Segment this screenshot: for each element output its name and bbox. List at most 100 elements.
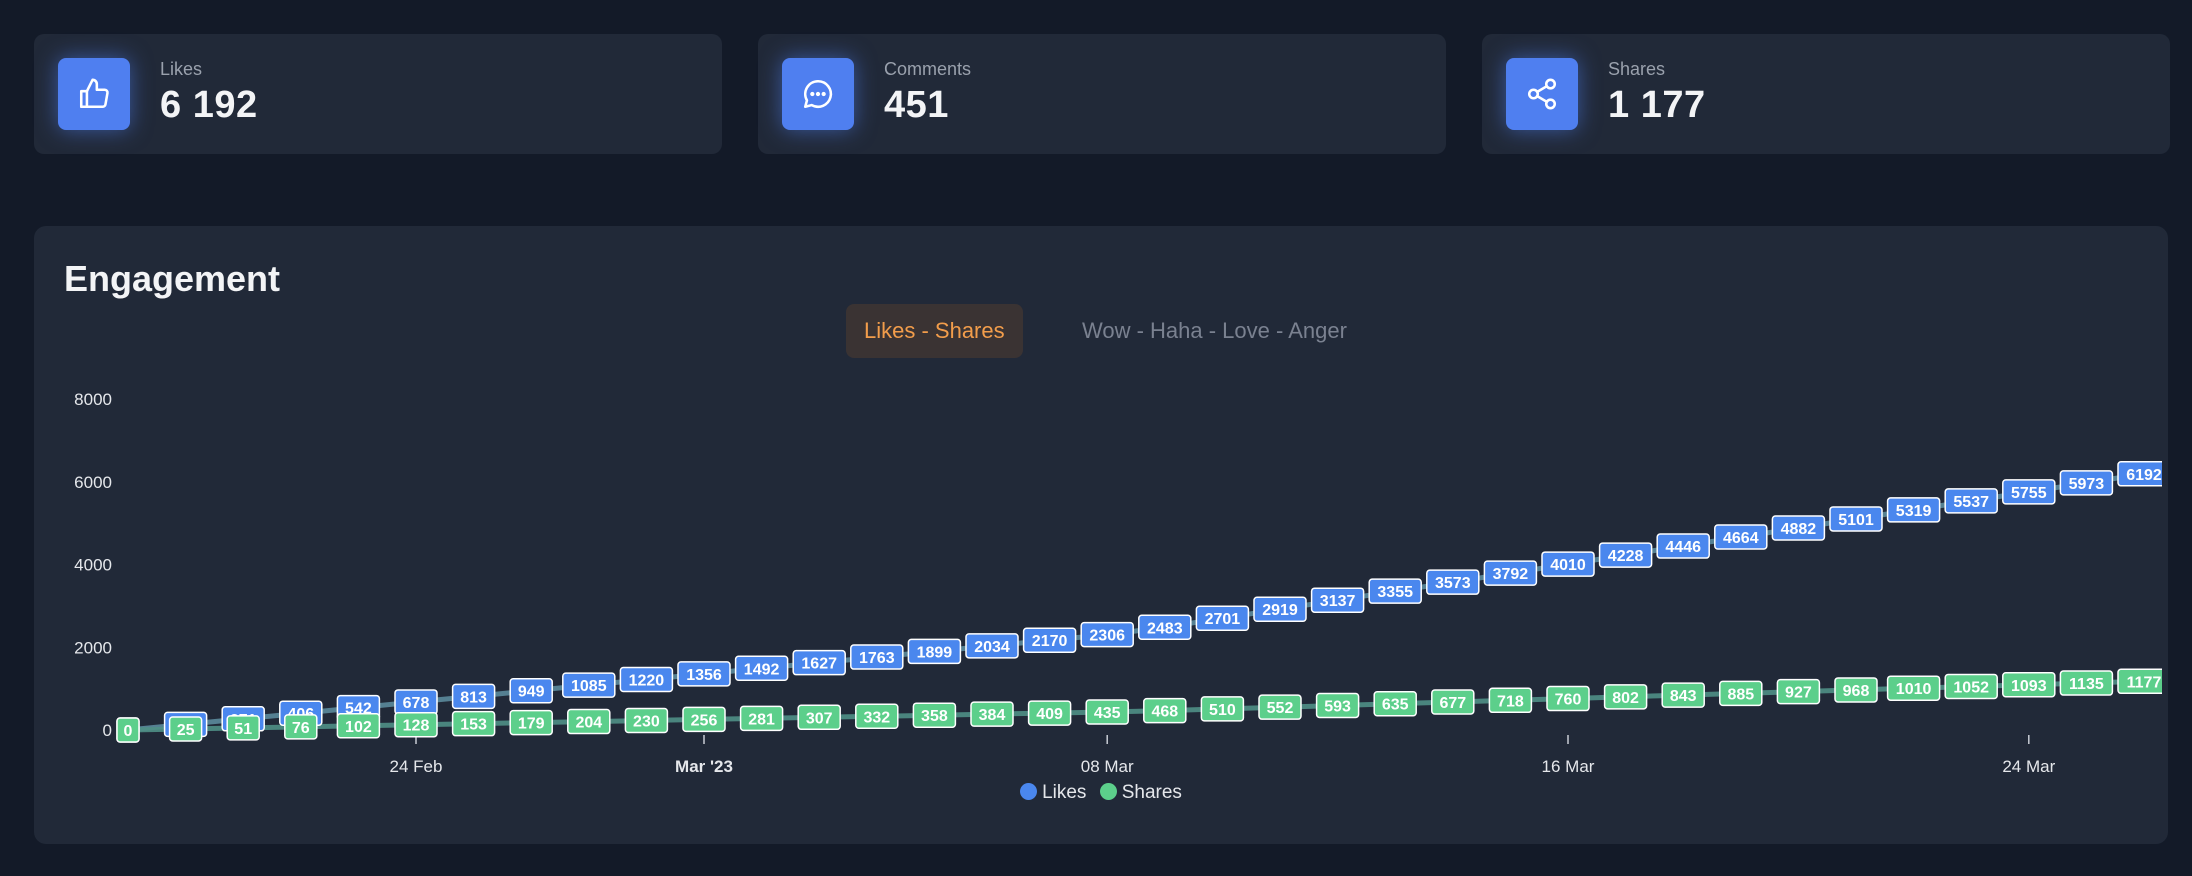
legend-item-likes[interactable]: Likes xyxy=(1020,782,1086,804)
data-label-shares: 1052 xyxy=(1944,673,1998,700)
data-label-likes: 5537 xyxy=(1944,488,1998,514)
data-label-likes: 4228 xyxy=(1598,542,1653,568)
data-label-text: 76 xyxy=(292,720,310,737)
x-tick-label: 24 Mar xyxy=(2002,757,2055,776)
data-label-box xyxy=(1483,560,1538,586)
stat-value: 451 xyxy=(884,84,949,126)
data-label-likes: 2701 xyxy=(1195,605,1250,631)
data-label-text: 153 xyxy=(460,717,487,734)
data-label-box xyxy=(509,709,553,736)
data-label-box xyxy=(1488,687,1533,714)
data-label-text: 4664 xyxy=(1723,530,1759,547)
data-label-shares: 718 xyxy=(1488,687,1533,714)
data-label-likes: 1763 xyxy=(850,644,904,670)
data-label-box xyxy=(1546,685,1590,712)
engagement-chart: 0 2000 4000 6000 8000 24 Feb Mar '23 08 Mar 16 M… xyxy=(74,390,2162,776)
data-label-text: 593 xyxy=(1324,698,1351,715)
data-label-text: 179 xyxy=(518,716,545,733)
data-label-likes: 3573 xyxy=(1426,569,1480,595)
data-label-box xyxy=(2117,668,2162,695)
data-label-text: 760 xyxy=(1555,692,1582,709)
data-label-text: 102 xyxy=(345,719,372,736)
data-label-likes: 4882 xyxy=(1771,515,1826,541)
tab-reactions[interactable]: Wow - Haha - Love - Anger xyxy=(1082,318,1347,343)
data-label-box xyxy=(1656,533,1710,559)
data-label-likes: 6192 xyxy=(2117,461,2162,487)
data-label-text: 927 xyxy=(1785,685,1812,702)
data-label-text: 1763 xyxy=(859,650,895,667)
data-label-box xyxy=(451,710,496,737)
stat-label: Shares xyxy=(1608,59,1666,79)
data-label-text: 5319 xyxy=(1896,503,1932,520)
tab-likes-shares[interactable]: Likes - Shares xyxy=(846,304,1023,358)
data-label-text: 1010 xyxy=(1896,681,1932,698)
data-label-box xyxy=(1315,692,1360,719)
data-label-box xyxy=(1886,675,1941,701)
legend-dot-shares xyxy=(1099,783,1117,800)
plot-area: 0136271406542678813949108512201356149216… xyxy=(116,461,2162,743)
engagement-panel: Engagement Likes - Shares Wow - Haha - L… xyxy=(34,226,2168,844)
legend-item-shares[interactable]: Shares xyxy=(1099,782,1182,804)
data-label-text: 5101 xyxy=(1838,512,1874,529)
data-label-text: 3137 xyxy=(1320,593,1356,610)
data-label-shares: 102 xyxy=(336,713,381,739)
data-label-shares: 51 xyxy=(226,715,260,741)
data-label-likes: 1492 xyxy=(734,655,789,682)
data-label-text: 3792 xyxy=(1493,566,1529,583)
data-label-text: 2034 xyxy=(974,639,1010,656)
data-label-box xyxy=(1138,614,1192,641)
data-label-box xyxy=(2002,672,2056,698)
data-label-shares: 760 xyxy=(1546,685,1590,712)
data-label-box xyxy=(2002,479,2056,505)
data-label-text: 4228 xyxy=(1608,548,1644,565)
data-label-shares: 593 xyxy=(1315,692,1360,719)
data-label-box xyxy=(116,717,140,743)
data-label-box xyxy=(1603,684,1648,710)
thumbs-up-icon xyxy=(58,58,130,130)
data-label-likes: 1085 xyxy=(562,672,616,698)
data-label-text: 204 xyxy=(575,715,602,732)
data-label-text: 435 xyxy=(1094,705,1121,722)
data-label-shares: 968 xyxy=(1834,677,1878,703)
data-label-likes: 4664 xyxy=(1714,524,1768,550)
data-label-box xyxy=(855,703,899,730)
data-label-shares: 332 xyxy=(855,703,899,730)
data-label-shares: 25 xyxy=(168,716,203,742)
x-tick-label: 16 Mar xyxy=(1542,757,1595,776)
chart-legend: Likes Shares xyxy=(34,782,2168,804)
data-label-box xyxy=(1719,680,1763,707)
data-label-box xyxy=(1426,569,1480,595)
x-tick-label: 08 Mar xyxy=(1081,757,1134,776)
legend-label: Likes xyxy=(1042,782,1087,803)
data-label-text: 281 xyxy=(748,711,775,728)
data-label-shares: 256 xyxy=(682,706,726,733)
data-label-likes: 949 xyxy=(509,677,553,704)
data-label-box xyxy=(734,655,789,682)
data-label-text: 1085 xyxy=(571,678,607,695)
data-label-shares: 1093 xyxy=(2002,672,2056,698)
data-label-box xyxy=(1771,515,1826,541)
data-label-box xyxy=(284,714,318,740)
data-label-shares: 281 xyxy=(739,705,784,732)
data-label-box xyxy=(1541,551,1595,577)
data-label-box xyxy=(1080,621,1134,648)
data-label-box xyxy=(1027,700,1072,726)
data-label-box xyxy=(1143,697,1187,724)
data-label-text: 635 xyxy=(1382,697,1409,714)
data-label-likes: 2483 xyxy=(1138,614,1192,641)
data-label-text: 885 xyxy=(1727,686,1754,703)
data-label-box xyxy=(1944,673,1998,700)
stat-label: Comments xyxy=(884,59,972,79)
data-label-likes: 4446 xyxy=(1656,533,1710,559)
data-label-text: 4446 xyxy=(1665,539,1701,556)
data-label-box xyxy=(509,677,553,704)
data-label-text: 128 xyxy=(403,718,430,735)
data-label-box xyxy=(1714,524,1768,550)
data-label-shares: 0 xyxy=(116,717,140,743)
stat-card-shares: Shares 1 177 xyxy=(1482,34,2170,154)
data-label-box xyxy=(1431,689,1475,715)
data-label-text: 968 xyxy=(1843,683,1870,700)
data-label-shares: 1135 xyxy=(2059,670,2114,696)
data-label-text: 1627 xyxy=(801,656,837,673)
data-label-text: 256 xyxy=(691,712,718,729)
